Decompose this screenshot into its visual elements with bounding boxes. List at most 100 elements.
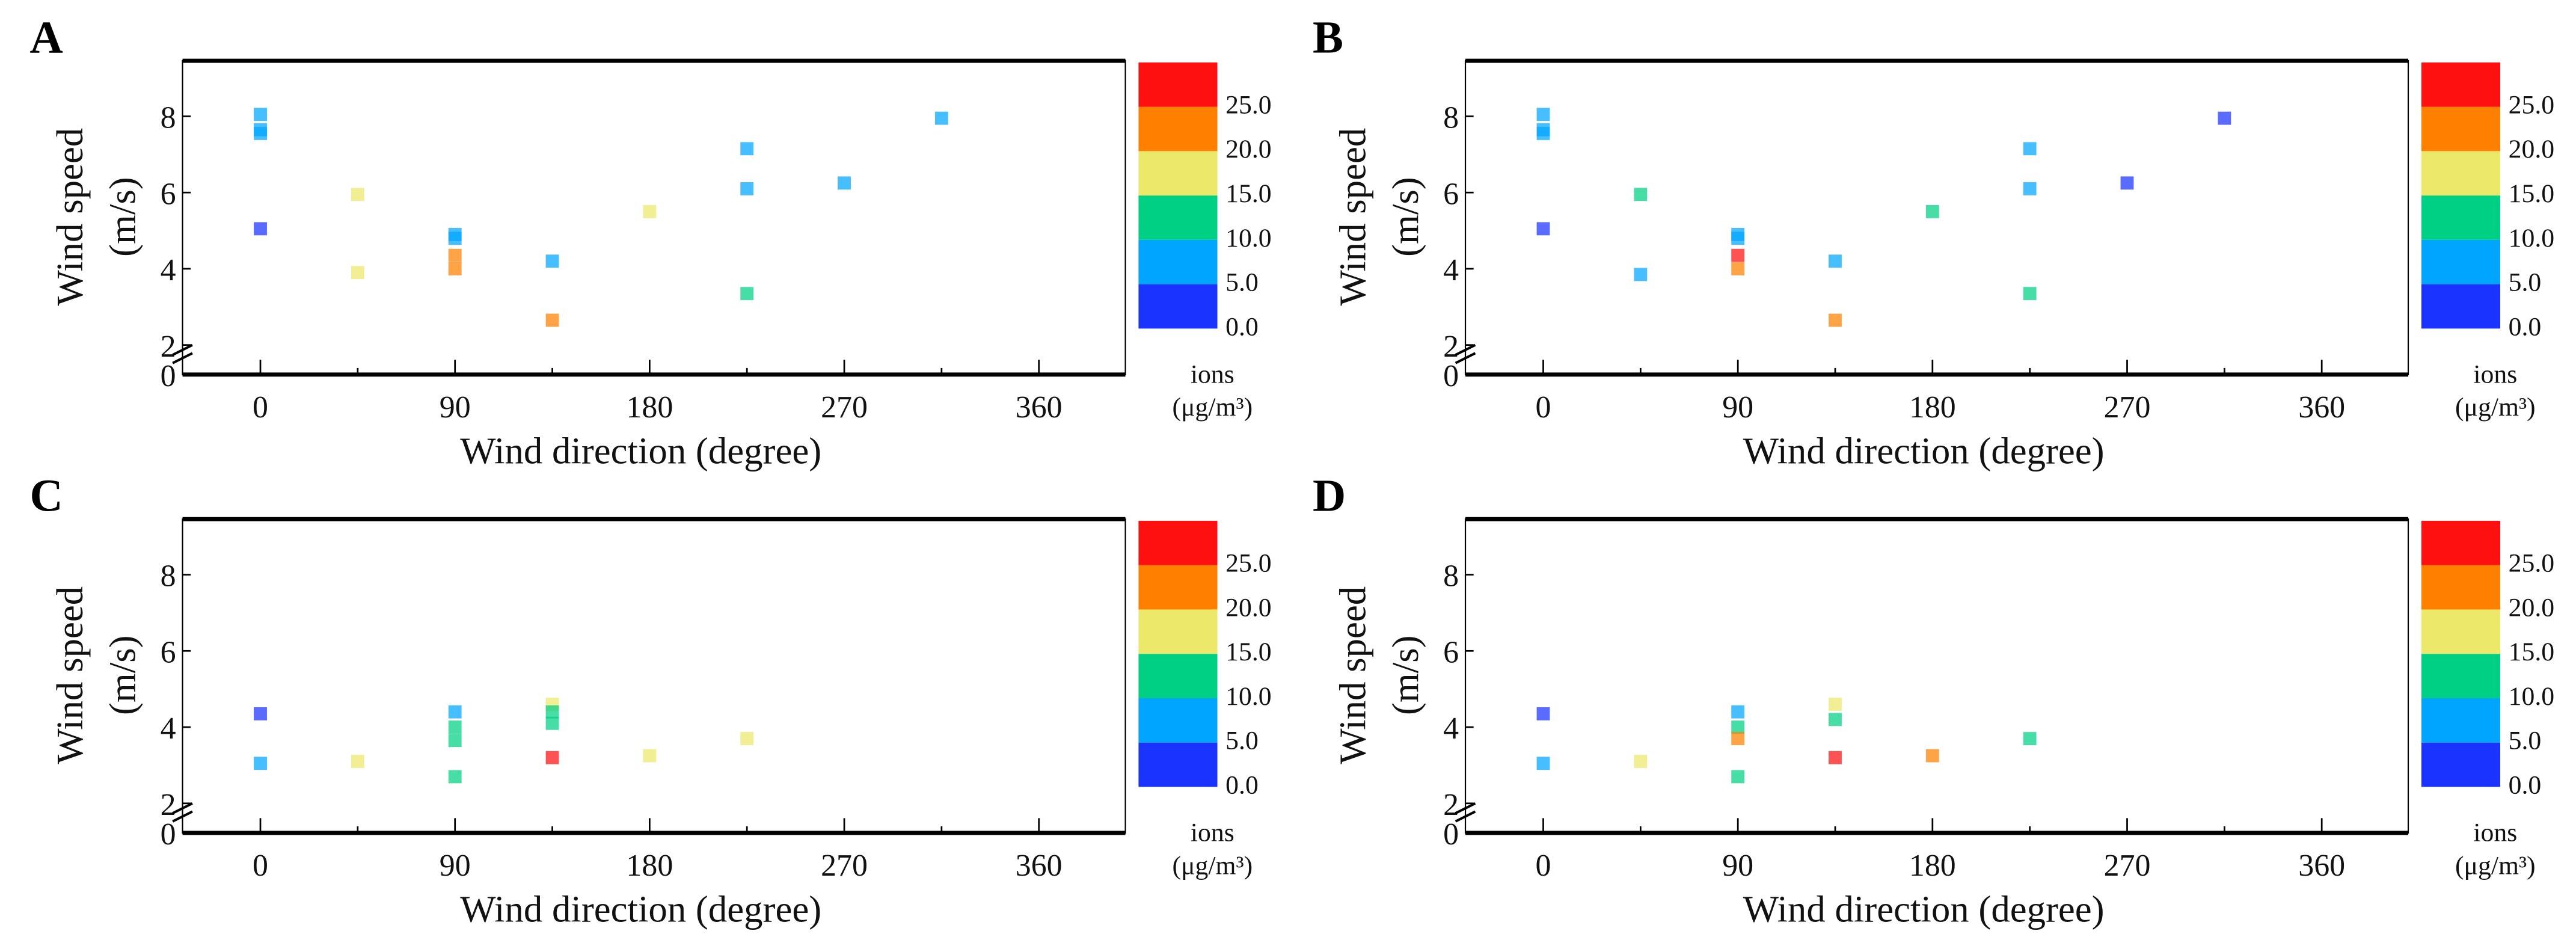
colorbar-band bbox=[2421, 520, 2500, 565]
y-tick-label: 2 bbox=[161, 788, 176, 822]
colorbar-band bbox=[2421, 742, 2500, 787]
x-tick-label: 360 bbox=[1016, 390, 1063, 425]
data-point bbox=[448, 720, 462, 734]
axis-break-mark bbox=[172, 343, 193, 364]
colorbar-band bbox=[1138, 62, 1218, 107]
data-point bbox=[545, 313, 559, 327]
x-tick-label: 270 bbox=[821, 390, 868, 425]
x-tick-label: 90 bbox=[1722, 390, 1753, 425]
y-tick-label: 0 bbox=[161, 817, 176, 852]
colorbar-tick-label: 20.0 bbox=[1225, 593, 1271, 622]
plot-frame bbox=[1464, 518, 2409, 834]
panel-label: D bbox=[1313, 470, 1346, 521]
x-tick-label: 180 bbox=[1909, 849, 1956, 883]
data-point bbox=[254, 757, 267, 770]
colorbar-tick-label: 0.0 bbox=[2509, 770, 2542, 799]
colorbar-tick-label: 15.0 bbox=[1225, 179, 1271, 208]
colorbar-tick-label: 5.0 bbox=[2509, 268, 2542, 297]
x-tick-label: 270 bbox=[2104, 849, 2151, 883]
colorbar-band bbox=[1138, 106, 1218, 152]
data-point bbox=[254, 222, 267, 236]
y-tick-label: 6 bbox=[1443, 635, 1459, 669]
colorbar-tick-label: 10.0 bbox=[2509, 224, 2554, 253]
data-point bbox=[1634, 188, 1648, 201]
x-tick-label: 360 bbox=[2298, 849, 2345, 883]
x-tick-label: 0 bbox=[1536, 390, 1551, 425]
y-tick-label: 2 bbox=[1443, 788, 1459, 822]
x-tick-label: 90 bbox=[440, 849, 471, 883]
colorbar-title: ions bbox=[2473, 360, 2517, 389]
data-point bbox=[740, 732, 754, 745]
x-axis-label: Wind direction (degree) bbox=[460, 888, 821, 930]
data-point bbox=[1829, 713, 1842, 726]
x-tick-label: 0 bbox=[253, 849, 268, 883]
colorbar-tick-label: 25.0 bbox=[1225, 90, 1271, 119]
data-point bbox=[545, 716, 559, 730]
y-tick-label: 4 bbox=[161, 711, 176, 746]
axis-break-mark bbox=[172, 802, 193, 823]
colorbar-band bbox=[2421, 239, 2500, 284]
y-axis-unit: (m/s) bbox=[101, 177, 143, 257]
colorbar-band bbox=[2421, 609, 2500, 654]
y-tick-label: 6 bbox=[161, 635, 176, 669]
data-point bbox=[1731, 732, 1745, 745]
data-point bbox=[448, 248, 462, 262]
colorbar: 0.0 5.0 10.0 15.0 20.0 25.0 ions (μg/m³) bbox=[1138, 62, 1272, 422]
data-point bbox=[2023, 142, 2037, 156]
axis-break-mark bbox=[1455, 802, 1476, 823]
data-point bbox=[448, 734, 462, 748]
y-axis-unit: (m/s) bbox=[101, 635, 143, 715]
x-tick-label: 180 bbox=[626, 390, 673, 425]
y-axis-label: Wind speed bbox=[1331, 586, 1373, 764]
y-tick-label: 6 bbox=[161, 177, 176, 211]
data-point bbox=[1925, 749, 1939, 763]
colorbar: 0.0 5.0 10.0 15.0 20.0 25.0 ions (μg/m³) bbox=[2421, 520, 2554, 880]
data-point bbox=[351, 266, 364, 280]
y-axis-unit: (m/s) bbox=[1384, 635, 1426, 715]
y-tick-label: 4 bbox=[1443, 711, 1459, 746]
colorbar-tick-label: 5.0 bbox=[1225, 726, 1259, 755]
colorbar-tick-label: 20.0 bbox=[1225, 135, 1271, 164]
x-tick-label: 360 bbox=[1016, 849, 1063, 883]
colorbar-tick-label: 25.0 bbox=[2509, 90, 2554, 119]
colorbar: 0.0 5.0 10.0 15.0 20.0 25.0 ions (μg/m³) bbox=[2421, 62, 2554, 422]
colorbar-band bbox=[2421, 698, 2500, 743]
data-point bbox=[448, 770, 462, 784]
data-point bbox=[1925, 204, 1939, 218]
colorbar-tick-label: 15.0 bbox=[2509, 179, 2554, 208]
data-point bbox=[1536, 126, 1550, 140]
x-tick-label: 360 bbox=[2298, 390, 2345, 425]
y-tick-label: 4 bbox=[161, 253, 176, 287]
x-tick-label: 270 bbox=[821, 849, 868, 883]
data-point bbox=[1731, 705, 1745, 719]
colorbar-unit: (μg/m³) bbox=[2455, 851, 2536, 880]
data-point bbox=[448, 262, 462, 275]
colorbar-unit: (μg/m³) bbox=[2455, 393, 2536, 422]
colorbar-tick-label: 20.0 bbox=[2509, 135, 2554, 164]
colorbar-tick-label: 10.0 bbox=[2509, 682, 2554, 711]
data-point bbox=[1829, 254, 1842, 268]
panel-label: B bbox=[1313, 11, 1343, 63]
data-point bbox=[1536, 707, 1550, 720]
data-point bbox=[643, 204, 657, 218]
data-point bbox=[1634, 268, 1648, 281]
data-point bbox=[1536, 222, 1550, 236]
colorbar-band bbox=[2421, 565, 2500, 610]
data-point bbox=[2023, 287, 2037, 301]
colorbar-band bbox=[1138, 284, 1218, 329]
y-axis-unit: (m/s) bbox=[1384, 177, 1426, 257]
data-point bbox=[1829, 751, 1842, 764]
x-axis-label: Wind direction (degree) bbox=[1743, 888, 2105, 930]
data-point bbox=[254, 126, 267, 140]
y-tick-label: 6 bbox=[1443, 177, 1459, 211]
y-tick-label: 8 bbox=[1443, 101, 1459, 135]
data-point bbox=[254, 707, 267, 720]
plot-frame bbox=[182, 518, 1126, 834]
x-axis-label: Wind direction (degree) bbox=[1743, 429, 2105, 472]
y-axis-label: Wind speed bbox=[49, 586, 91, 764]
colorbar-tick-label: 0.0 bbox=[2509, 312, 2542, 341]
